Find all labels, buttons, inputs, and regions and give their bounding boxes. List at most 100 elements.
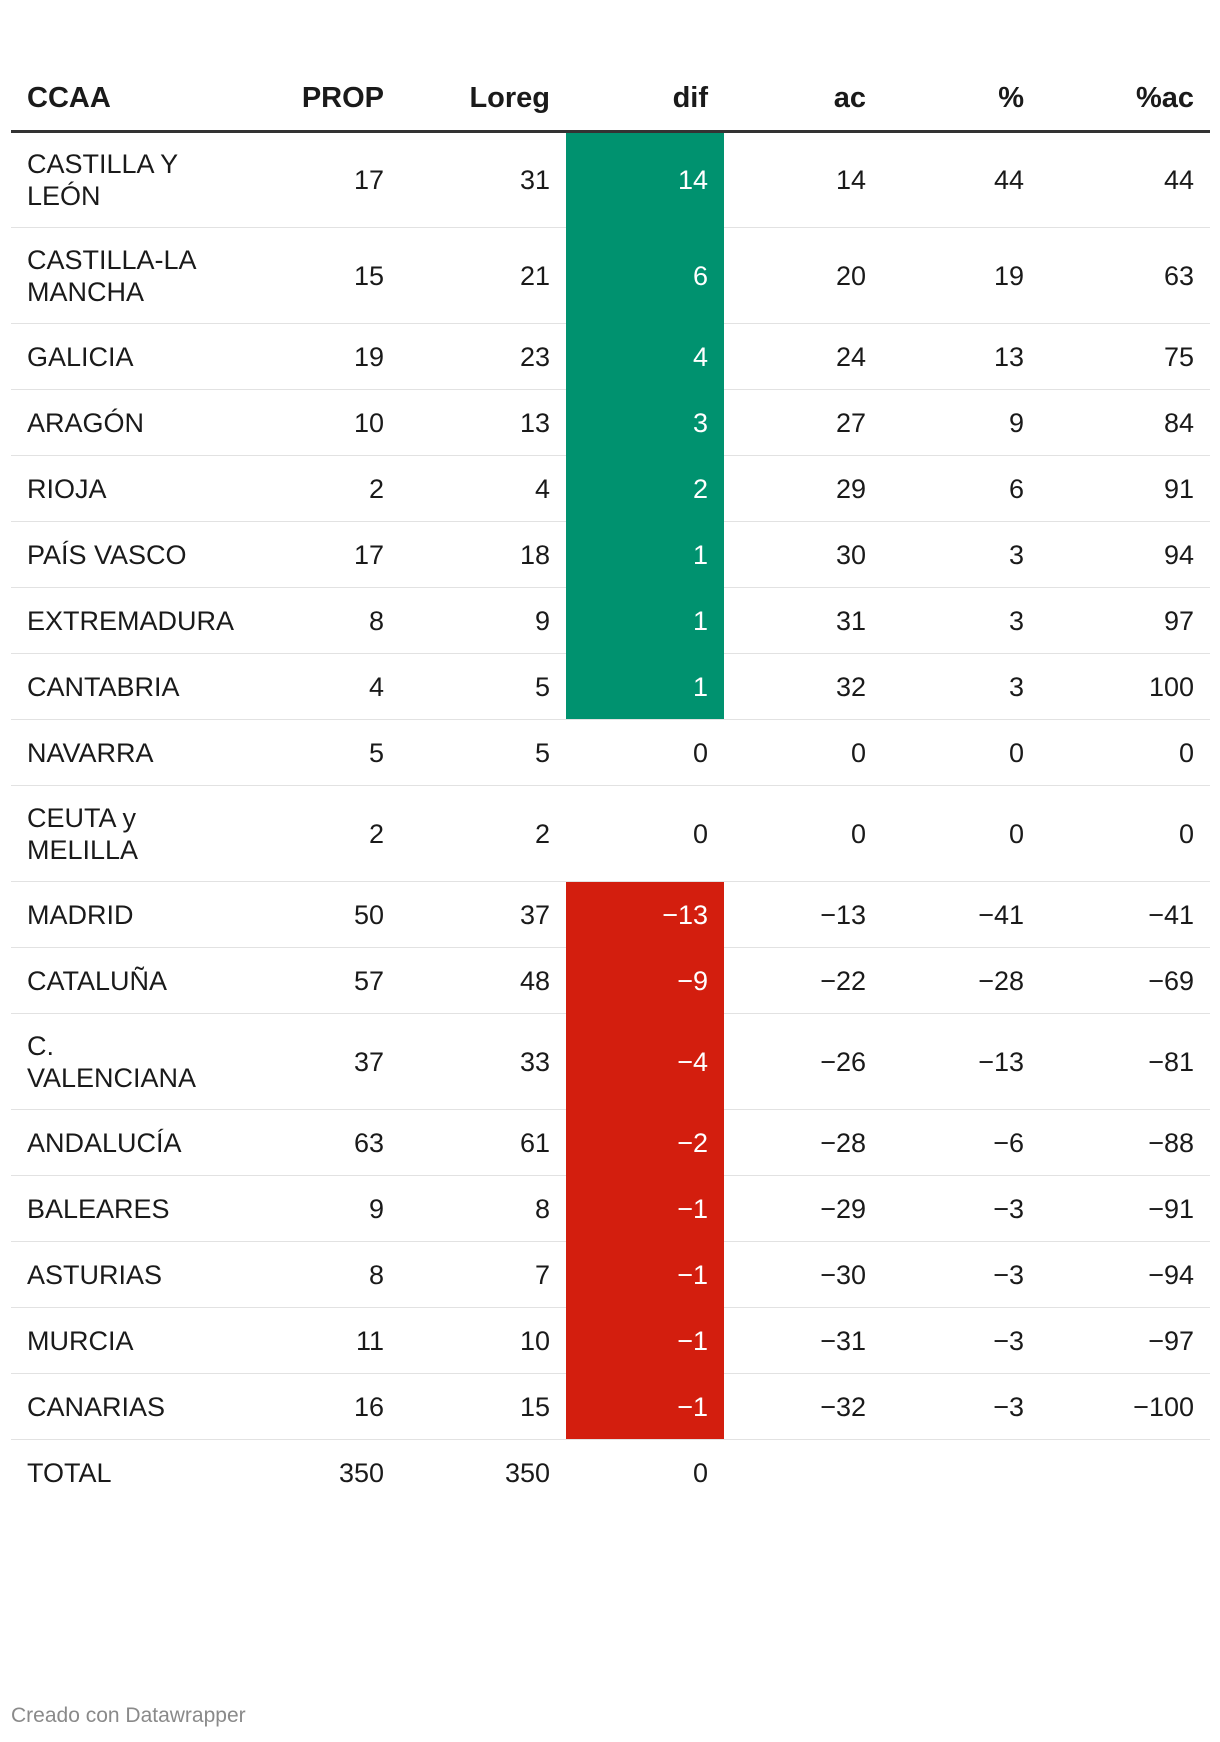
column-header-prop[interactable]: PROP <box>231 66 400 133</box>
pct-cell: −28 <box>882 947 1040 1014</box>
table-row: ARAGÓN 10 13 3 27 9 84 <box>11 389 1210 456</box>
column-header-ac[interactable]: ac <box>724 66 882 133</box>
dif-cell: −1 <box>566 1241 724 1308</box>
ac-cell: 32 <box>724 653 882 720</box>
dif-cell: −1 <box>566 1307 724 1374</box>
ac-cell: −26 <box>724 1013 882 1110</box>
dif-cell: −13 <box>566 881 724 948</box>
prop-cell: 4 <box>231 653 400 720</box>
dif-cell: −2 <box>566 1109 724 1176</box>
table-row: ASTURIAS 8 7 −1 −30 −3 −94 <box>11 1241 1210 1308</box>
pctac-cell: −88 <box>1040 1109 1210 1176</box>
loreg-cell: 48 <box>400 947 566 1014</box>
pct-cell: −6 <box>882 1109 1040 1176</box>
prop-cell: 5 <box>231 719 400 786</box>
ccaa-cell: EXTREMADURA <box>11 587 234 654</box>
pctac-cell: 75 <box>1040 323 1210 390</box>
column-header-dif[interactable]: dif <box>566 66 724 133</box>
dif-cell: 2 <box>566 455 724 522</box>
pct-cell: −41 <box>882 881 1040 948</box>
ac-cell: −22 <box>724 947 882 1014</box>
dif-cell: 0 <box>566 719 724 786</box>
loreg-cell: 21 <box>400 227 566 324</box>
ac-cell: 30 <box>724 521 882 588</box>
pctac-cell: 44 <box>1040 131 1210 228</box>
ac-cell: −30 <box>724 1241 882 1308</box>
table-row: C. VALENCIANA 37 33 −4 −26 −13 −81 <box>11 1013 1210 1110</box>
dif-cell: 0 <box>566 785 724 882</box>
table-row: EXTREMADURA 8 9 1 31 3 97 <box>11 587 1210 654</box>
pctac-cell: −94 <box>1040 1241 1210 1308</box>
total-prop-cell: 350 <box>338 1457 384 1488</box>
pctac-cell: 97 <box>1040 587 1210 654</box>
prop-cell: 2 <box>231 455 400 522</box>
prop-cell: 8 <box>231 1241 400 1308</box>
prop-cell: 9 <box>231 1175 400 1242</box>
dif-cell: −1 <box>566 1175 724 1242</box>
ac-cell: 14 <box>724 131 882 228</box>
data-table-container: CCAA PROP Loreg dif ac % %ac CASTILLA Y … <box>11 66 1210 1506</box>
prop-cell: 37 <box>231 1013 400 1110</box>
loreg-cell: 37 <box>400 881 566 948</box>
pct-cell: 9 <box>882 389 1040 456</box>
ccaa-cell: BALEARES <box>11 1175 231 1242</box>
pct-cell: 3 <box>882 653 1040 720</box>
column-header-pctac[interactable]: %ac <box>1040 66 1210 133</box>
loreg-cell: 5 <box>400 653 566 720</box>
pct-cell: −3 <box>882 1307 1040 1374</box>
prop-cell: 15 <box>231 227 400 324</box>
loreg-cell: 7 <box>400 1241 566 1308</box>
pct-cell: 44 <box>882 131 1040 228</box>
loreg-cell: 15 <box>400 1373 566 1440</box>
table-row: CEUTA y MELILLA 2 2 0 0 0 0 <box>11 785 1210 882</box>
pctac-cell: 63 <box>1040 227 1210 324</box>
dif-cell: −4 <box>566 1013 724 1110</box>
pctac-cell: 100 <box>1040 653 1210 720</box>
prop-cell: 50 <box>231 881 400 948</box>
header-row: CCAA PROP Loreg dif ac % %ac <box>11 66 1210 133</box>
pctac-cell: 0 <box>1040 785 1210 882</box>
prop-cell: 63 <box>231 1109 400 1176</box>
ac-cell: 0 <box>724 785 882 882</box>
pct-cell: 3 <box>882 521 1040 588</box>
ccaa-cell: ANDALUCÍA <box>11 1109 231 1176</box>
prop-cell: 17 <box>231 131 400 228</box>
datawrapper-credit[interactable]: Creado con Datawrapper <box>11 1704 246 1727</box>
loreg-cell: 4 <box>400 455 566 522</box>
loreg-cell: 2 <box>400 785 566 882</box>
dif-cell: 1 <box>566 521 724 588</box>
pctac-cell: 94 <box>1040 521 1210 588</box>
dif-cell: 4 <box>566 323 724 390</box>
loreg-cell: 61 <box>400 1109 566 1176</box>
table-row: ANDALUCÍA 63 61 −2 −28 −6 −88 <box>11 1109 1210 1176</box>
dif-cell: −9 <box>566 947 724 1014</box>
prop-cell: 8 <box>231 587 400 654</box>
table-row: BALEARES 9 8 −1 −29 −3 −91 <box>11 1175 1210 1242</box>
pctac-cell: −41 <box>1040 881 1210 948</box>
column-header-pct[interactable]: % <box>882 66 1040 133</box>
pctac-cell: 84 <box>1040 389 1210 456</box>
pctac-cell: −81 <box>1040 1013 1210 1110</box>
ac-cell: −29 <box>724 1175 882 1242</box>
dif-cell: 14 <box>566 131 724 228</box>
loreg-cell: 18 <box>400 521 566 588</box>
column-header-loreg[interactable]: Loreg <box>400 66 566 133</box>
dif-cell: 6 <box>566 227 724 324</box>
loreg-cell: 13 <box>400 389 566 456</box>
dif-cell: 1 <box>566 653 724 720</box>
ac-cell: 27 <box>724 389 882 456</box>
ccaa-cell: CANARIAS <box>11 1373 231 1440</box>
column-header-ccaa[interactable]: CCAA <box>11 66 231 133</box>
pctac-cell: 91 <box>1040 455 1210 522</box>
ac-cell: 29 <box>724 455 882 522</box>
pct-cell: −3 <box>882 1373 1040 1440</box>
prop-cell: 19 <box>231 323 400 390</box>
pct-cell: 13 <box>882 323 1040 390</box>
table-row: CANARIAS 16 15 −1 −32 −3 −100 <box>11 1373 1210 1440</box>
table-row: CATALUÑA 57 48 −9 −22 −28 −69 <box>11 947 1210 1014</box>
dif-cell: 1 <box>566 587 724 654</box>
table-row: RIOJA 2 4 2 29 6 91 <box>11 455 1210 522</box>
loreg-cell: 33 <box>400 1013 566 1110</box>
table-row: CASTILLA-LA MANCHA 15 21 6 20 19 63 <box>11 227 1210 324</box>
ac-cell: 0 <box>724 719 882 786</box>
